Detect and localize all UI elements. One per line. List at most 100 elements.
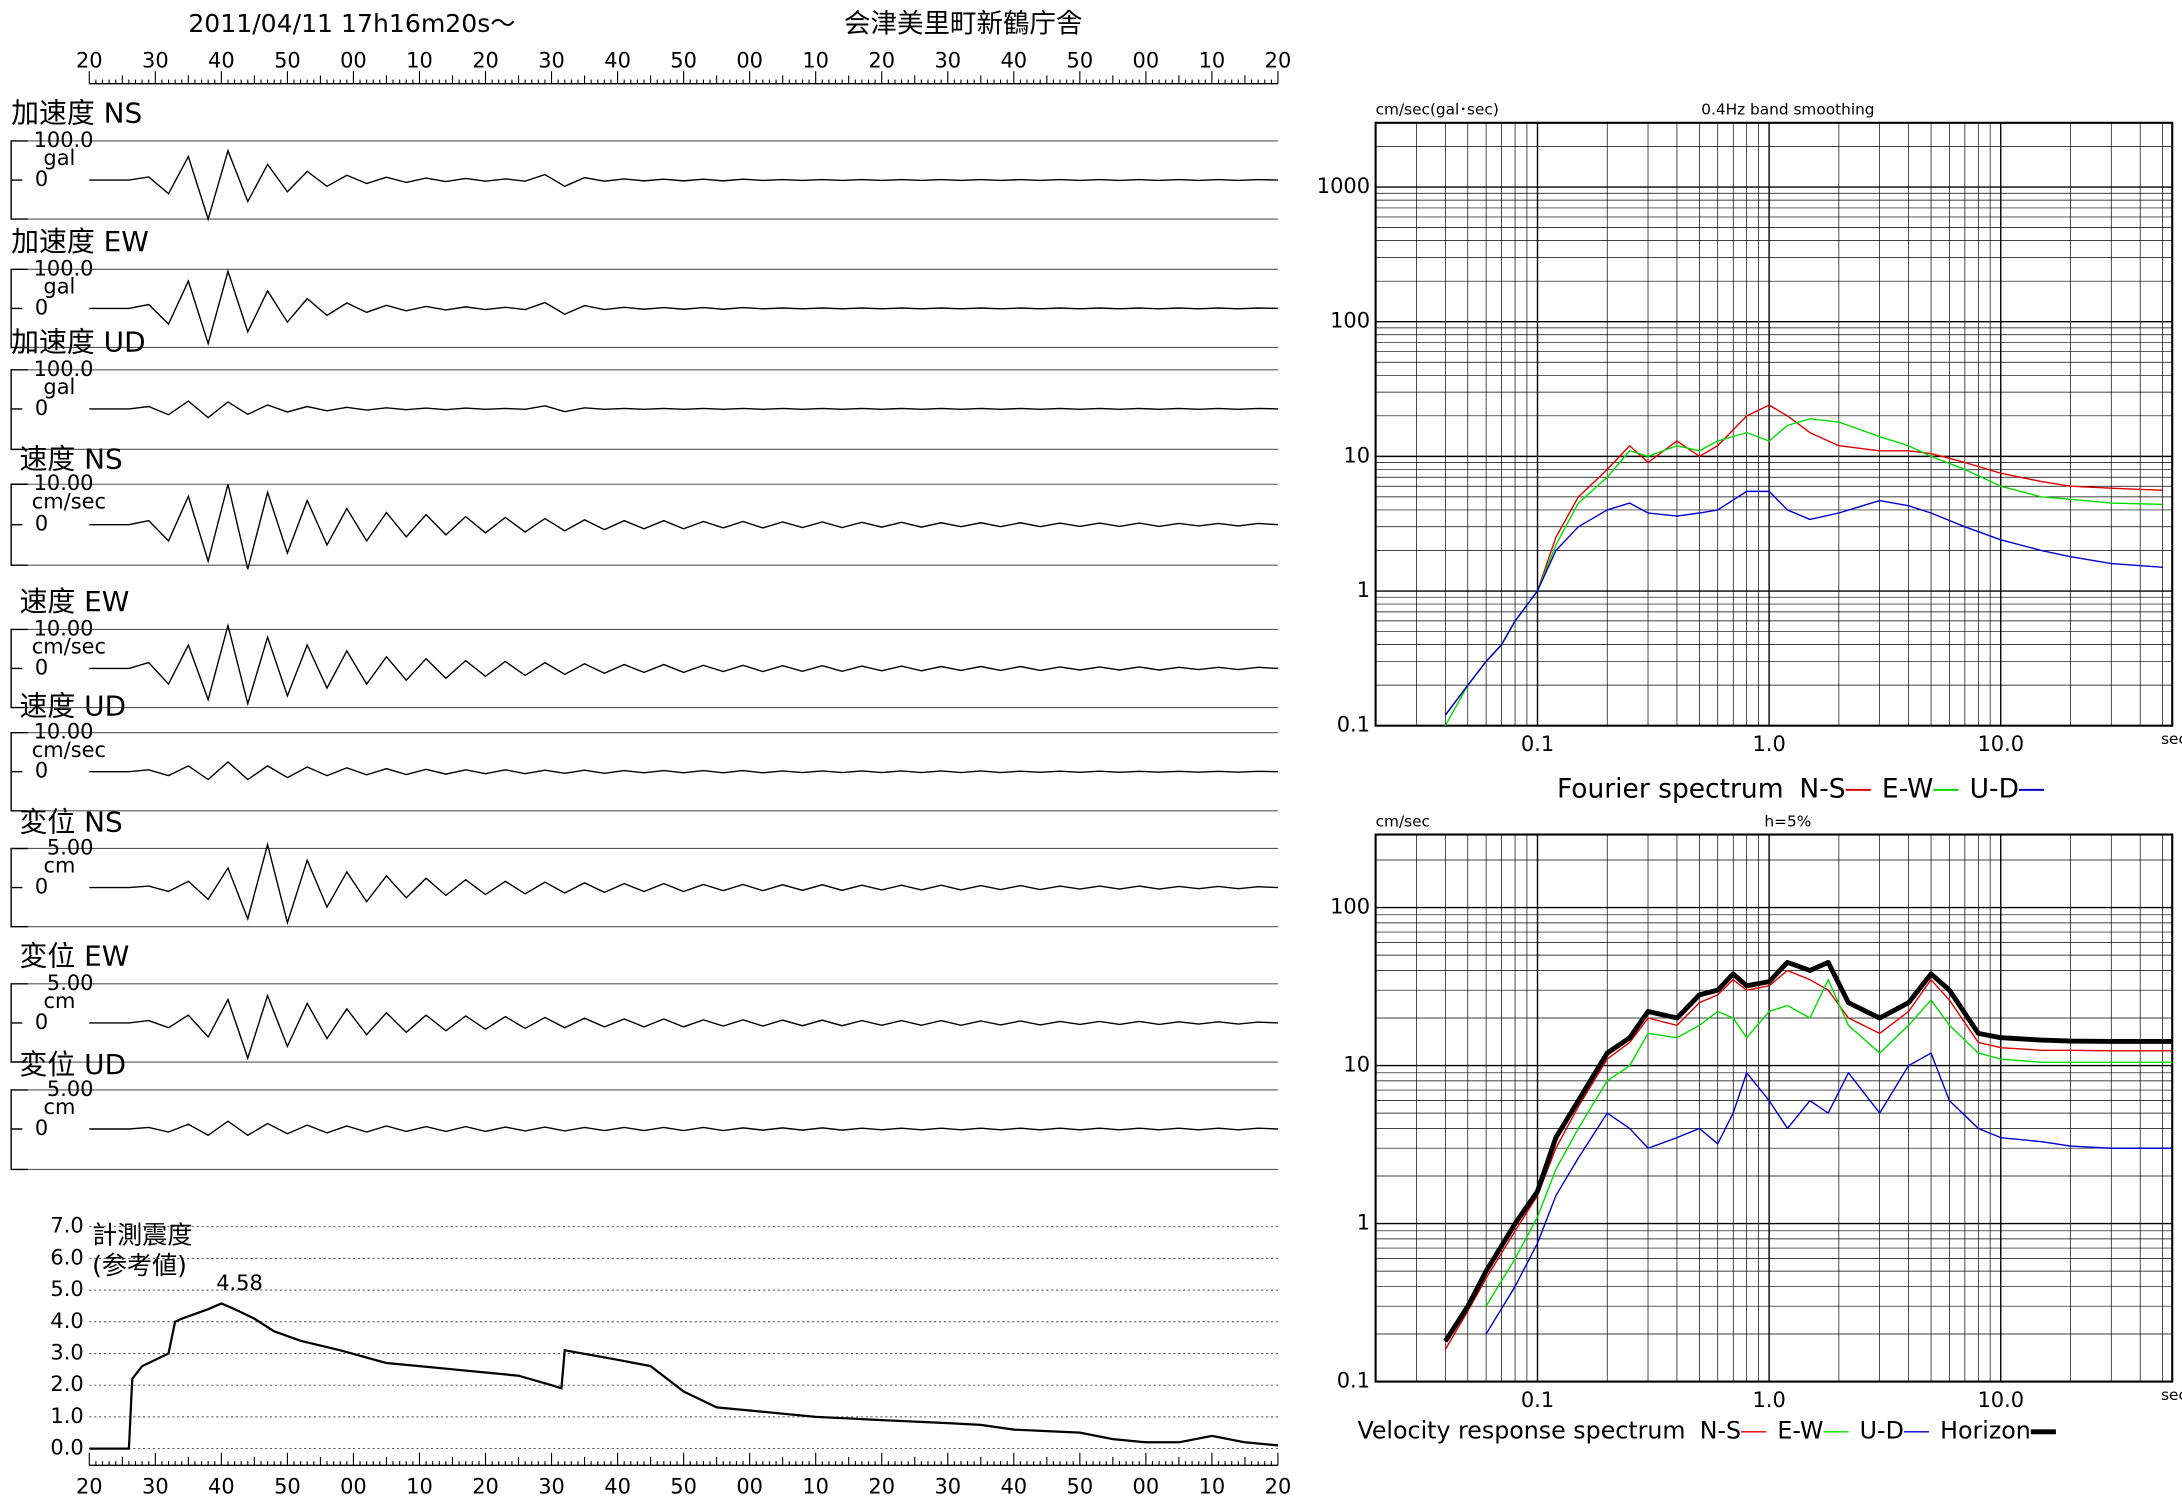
time-tick-label: 00: [340, 48, 367, 72]
waveform: [89, 484, 1278, 570]
time-tick-label: 00: [736, 48, 763, 72]
trace-label: 変位 EW: [20, 939, 130, 972]
waveform: [89, 148, 1278, 222]
chart-title: 計測震度: [92, 1220, 192, 1249]
legend-title: Velocity response spectrum: [1357, 1416, 1685, 1444]
zero-label: 0: [35, 295, 48, 319]
unit-label: gal: [43, 146, 75, 170]
time-tick-label: 50: [670, 1475, 697, 1499]
bracket: [10, 140, 28, 220]
chart-subtitle: h=5%: [1764, 812, 1811, 830]
time-tick-label: 40: [604, 48, 631, 72]
time-tick-label: 20: [76, 1475, 103, 1499]
time-tick-label: 00: [1133, 1475, 1160, 1499]
scale-label: 10.00: [34, 616, 94, 640]
trace-label: 速度 EW: [20, 585, 130, 618]
scale-label: 10.00: [34, 471, 94, 495]
time-tick-label: 00: [736, 1475, 763, 1499]
y-tick-label: 1: [1357, 1211, 1370, 1235]
y-tick-label: 10: [1343, 1053, 1370, 1077]
time-tick-label: 10: [802, 1475, 829, 1499]
time-tick-label: 20: [1265, 48, 1292, 72]
spectrum-line: [1443, 959, 2173, 1343]
scale-label: 10.00: [34, 720, 94, 744]
time-tick-label: 00: [340, 1475, 367, 1499]
time-tick-label: 50: [670, 48, 697, 72]
unit-label: cm/sec: [32, 489, 106, 513]
time-tick-label: 30: [142, 48, 169, 72]
scale-label: 100.0: [34, 128, 94, 152]
y-tick-label: 5.0: [50, 1277, 83, 1301]
datetime: 2011/04/11 17h16m20s〜: [188, 9, 515, 38]
zero-label: 0: [35, 655, 48, 679]
y-tick-label: 1: [1357, 578, 1370, 602]
spectrum-line: [1444, 490, 2163, 716]
x-tick-label: 10.0: [1977, 732, 2024, 756]
legend-title: Fourier spectrum: [1557, 773, 1784, 804]
time-tick-label: 40: [208, 1475, 235, 1499]
trace-label: 加速度 NS: [11, 96, 142, 129]
x-tick-label: 1.0: [1752, 1388, 1785, 1412]
time-tick-label: 10: [1199, 1475, 1226, 1499]
x-tick-label: 0.1: [1521, 732, 1554, 756]
unit-label: gal: [43, 375, 75, 399]
time-tick-label: 30: [142, 1475, 169, 1499]
time-tick-label: 10: [406, 48, 433, 72]
y-tick-label: 0.1: [1337, 713, 1370, 737]
time-tick-label: 10: [1199, 48, 1226, 72]
zero-label: 0: [35, 167, 48, 191]
trace-label: 変位 UD: [20, 1048, 127, 1081]
time-tick-label: 30: [934, 48, 961, 72]
trace-label: 加速度 EW: [11, 225, 149, 258]
y-tick-label: 7.0: [50, 1214, 83, 1238]
waveform: [89, 841, 1278, 926]
y-tick-label: 100: [1330, 309, 1370, 333]
bracket: [10, 983, 28, 1063]
zero-label: 0: [35, 759, 48, 783]
waveform: [89, 993, 1278, 1061]
y-tick-label: 100: [1330, 895, 1370, 919]
time-tick-label: 50: [274, 48, 301, 72]
time-tick-label: 40: [208, 48, 235, 72]
unit-label: cm/sec: [32, 635, 106, 659]
time-tick-label: 20: [76, 48, 103, 72]
y-tick-label: 0.0: [50, 1436, 83, 1460]
spectrum-line: [1444, 969, 2173, 1350]
trace-label: 加速度 UD: [11, 325, 145, 358]
waveform: [89, 1120, 1278, 1137]
legend-label: U-D: [1970, 773, 2019, 804]
y-tick-label: 10: [1343, 443, 1370, 467]
time-tick-label: 00: [1133, 48, 1160, 72]
y-tick-label: 1000: [1317, 174, 1370, 198]
y-tick-label: 4.0: [50, 1309, 83, 1333]
waveform: [89, 268, 1278, 347]
time-tick-label: 10: [802, 48, 829, 72]
bracket: [10, 628, 28, 709]
waveform: [89, 622, 1278, 707]
trace-label: 速度 UD: [20, 690, 127, 723]
intensity-line: [89, 1302, 1279, 1450]
spectrum-line: [1485, 1052, 2173, 1335]
bracket: [10, 369, 28, 451]
y-tick-label: 3.0: [50, 1340, 83, 1364]
plot-frame: [1374, 833, 2174, 1383]
time-tick-label: 30: [934, 1475, 961, 1499]
unit-label: cm/sec: [32, 738, 106, 762]
zero-label: 0: [35, 1116, 48, 1140]
zero-label: 0: [35, 396, 48, 420]
y-axis-label: cm/sec(gal･sec): [1376, 101, 1499, 119]
scale-label: 100.0: [34, 357, 94, 381]
bracket: [10, 731, 28, 812]
x-tick-label: 1.0: [1752, 732, 1785, 756]
legend-label: N-S: [1799, 773, 1845, 804]
spectrum-line: [1444, 418, 2163, 727]
spectrum-line: [1485, 978, 2173, 1307]
trace-label: 変位 NS: [20, 805, 123, 838]
y-axis-label: cm/sec: [1376, 812, 1430, 830]
legend-label: E-W: [1882, 773, 1933, 804]
waveform: [89, 400, 1278, 419]
time-tick-label: 50: [274, 1475, 301, 1499]
scale-label: 5.00: [47, 1077, 94, 1101]
